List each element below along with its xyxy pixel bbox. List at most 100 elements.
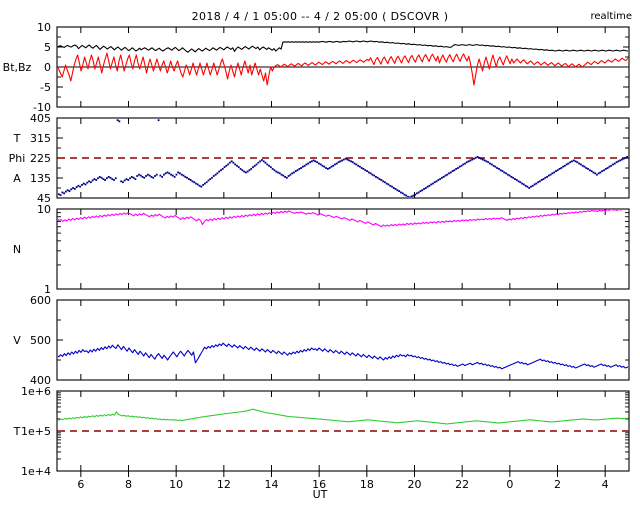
data-point bbox=[141, 175, 144, 178]
data-point bbox=[305, 163, 308, 166]
data-point bbox=[102, 178, 105, 181]
data-point bbox=[571, 160, 573, 163]
data-point bbox=[237, 166, 240, 169]
data-point bbox=[120, 180, 123, 183]
data-point bbox=[610, 164, 613, 167]
data-point bbox=[325, 167, 327, 169]
x-tick-label: 6 bbox=[77, 478, 84, 491]
data-point bbox=[134, 178, 137, 181]
data-point bbox=[337, 161, 340, 164]
y-axis-label: N bbox=[13, 243, 21, 256]
y-axis-label: T bbox=[13, 132, 21, 145]
data-point bbox=[615, 161, 618, 164]
data-point bbox=[202, 183, 205, 186]
data-point bbox=[154, 175, 156, 177]
data-point bbox=[73, 187, 76, 190]
y-axis-label: Phi bbox=[9, 152, 26, 165]
data-point bbox=[533, 183, 536, 186]
data-point bbox=[405, 194, 408, 197]
data-point bbox=[371, 173, 374, 176]
data-point bbox=[398, 190, 401, 193]
data-point bbox=[585, 167, 588, 169]
panel-t: 1e+4 1e+5 1e+6 T bbox=[13, 385, 630, 478]
data-point bbox=[528, 187, 531, 189]
data-point bbox=[97, 177, 99, 180]
data-point bbox=[626, 155, 628, 158]
data-point bbox=[179, 172, 181, 175]
x-tick-label: 22 bbox=[455, 478, 469, 491]
data-point bbox=[148, 174, 151, 177]
data-point bbox=[104, 179, 107, 181]
data-point bbox=[471, 158, 474, 161]
data-point bbox=[193, 181, 196, 184]
data-point bbox=[59, 194, 62, 197]
data-point bbox=[296, 169, 299, 172]
data-point bbox=[303, 164, 306, 167]
data-point bbox=[483, 159, 486, 162]
data-point bbox=[416, 192, 418, 195]
series-N bbox=[58, 210, 626, 228]
data-point bbox=[606, 167, 609, 169]
data-point bbox=[253, 164, 256, 167]
data-point bbox=[367, 171, 370, 174]
y-tick-label: 400 bbox=[30, 374, 51, 387]
data-point bbox=[236, 164, 238, 167]
data-point bbox=[66, 189, 69, 192]
data-point bbox=[244, 171, 247, 174]
data-point bbox=[556, 169, 559, 172]
data-point bbox=[89, 181, 92, 184]
x-axis-label: UT bbox=[312, 488, 328, 501]
data-point bbox=[98, 175, 101, 178]
data-point bbox=[357, 164, 360, 167]
data-point bbox=[462, 163, 465, 166]
data-point bbox=[204, 182, 206, 185]
data-point bbox=[342, 158, 345, 161]
data-point bbox=[314, 160, 317, 163]
data-point bbox=[453, 169, 456, 172]
data-point bbox=[211, 176, 213, 179]
data-point bbox=[195, 182, 197, 185]
data-point bbox=[182, 174, 185, 177]
data-point bbox=[161, 175, 164, 178]
data-point bbox=[539, 180, 541, 183]
data-point bbox=[460, 164, 463, 167]
data-point bbox=[546, 175, 548, 178]
data-point bbox=[166, 171, 169, 174]
x-tick-label: 4 bbox=[602, 478, 609, 491]
data-point bbox=[277, 171, 279, 174]
data-point bbox=[594, 172, 597, 175]
data-point bbox=[444, 174, 447, 177]
data-point bbox=[437, 179, 440, 181]
data-point bbox=[617, 160, 620, 163]
data-point bbox=[378, 178, 381, 181]
data-point bbox=[259, 160, 262, 163]
data-point bbox=[209, 178, 212, 181]
data-point bbox=[619, 159, 621, 162]
data-point bbox=[273, 169, 276, 172]
data-point bbox=[275, 170, 278, 173]
data-point bbox=[246, 170, 249, 173]
data-point bbox=[524, 184, 527, 187]
data-point bbox=[323, 165, 326, 168]
data-point bbox=[289, 173, 292, 176]
data-point bbox=[264, 161, 267, 164]
data-point bbox=[200, 185, 203, 188]
data-point bbox=[608, 165, 611, 168]
data-point bbox=[300, 167, 303, 169]
data-point bbox=[383, 181, 386, 184]
data-point bbox=[319, 163, 322, 166]
data-point bbox=[163, 173, 165, 176]
data-point bbox=[476, 155, 479, 158]
data-point bbox=[487, 161, 490, 164]
data-point bbox=[613, 162, 616, 165]
data-point bbox=[394, 187, 397, 190]
data-point bbox=[408, 196, 411, 197]
data-point bbox=[130, 175, 133, 178]
data-point bbox=[79, 185, 82, 188]
data-point bbox=[228, 161, 231, 164]
x-tick-label: 10 bbox=[169, 478, 183, 491]
data-point bbox=[503, 171, 506, 174]
data-point bbox=[65, 190, 67, 193]
data-point bbox=[576, 161, 579, 164]
